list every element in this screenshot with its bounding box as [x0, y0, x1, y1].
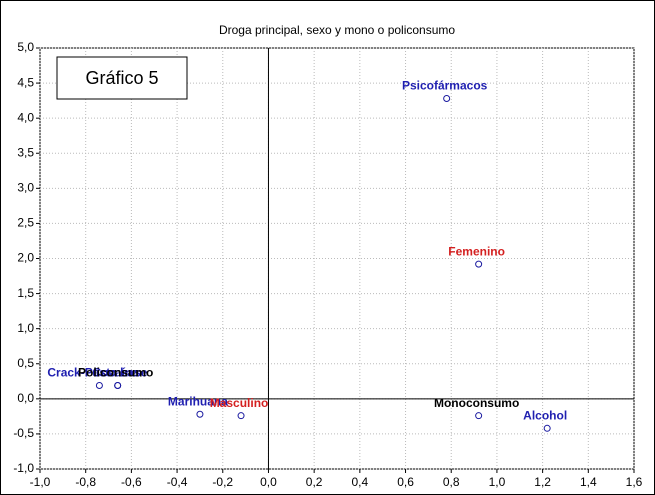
- point-label: Marihuana: [168, 394, 228, 408]
- x-tick-label: -0,8: [75, 475, 96, 489]
- point: [475, 260, 483, 268]
- point-label: Masculino: [210, 396, 269, 410]
- y-tick-label: -1,0: [13, 461, 34, 475]
- point-label: Policonsumo: [78, 366, 153, 380]
- point-label: Crack-Pasta base: [47, 366, 147, 380]
- x-tick-label: 1,0: [489, 475, 506, 489]
- y-tick-label: 1,5: [17, 286, 34, 300]
- point: [443, 95, 451, 103]
- point: [237, 412, 245, 420]
- y-tick-label: 4,5: [17, 75, 34, 89]
- x-tick-label: -0,4: [167, 475, 188, 489]
- x-tick-label: 0,6: [397, 475, 414, 489]
- y-tick-label: 1,0: [17, 321, 34, 335]
- point-label: Alcohol: [523, 408, 567, 422]
- y-tick-label: 4,0: [17, 110, 34, 124]
- x-tick-label: 0,8: [443, 475, 460, 489]
- point: [95, 382, 103, 390]
- y-tick-label: 5,0: [17, 40, 34, 54]
- x-tick-label: -1,0: [30, 475, 51, 489]
- x-tick-label: 1,4: [580, 475, 597, 489]
- x-tick-label: 1,6: [626, 475, 643, 489]
- point-label: Psicofármacos: [402, 79, 488, 93]
- point: [543, 424, 551, 432]
- x-tick-label: -0,6: [121, 475, 142, 489]
- x-tick-label: -0,2: [212, 475, 233, 489]
- chart-title: Droga principal, sexo y mono o policonsu…: [219, 23, 455, 37]
- y-tick-label: -0,5: [13, 426, 34, 440]
- point-label: Femenino: [448, 244, 505, 258]
- point: [475, 412, 483, 420]
- y-tick-label: 2,0: [17, 251, 34, 265]
- y-tick-label: 0,5: [17, 356, 34, 370]
- x-tick-label: 0,2: [306, 475, 323, 489]
- x-tick-label: 0,4: [352, 475, 369, 489]
- x-tick-label: 1,2: [534, 475, 551, 489]
- annotation-box: [56, 56, 188, 100]
- annotation: Gráfico 5: [85, 68, 158, 88]
- point-label: Cocaína: [92, 366, 139, 380]
- y-tick-label: 3,0: [17, 181, 34, 195]
- x-tick-label: 0,0: [260, 475, 277, 489]
- point-label: Monoconsumo: [434, 396, 519, 410]
- y-tick-label: 0,0: [17, 391, 34, 405]
- point: [196, 410, 204, 418]
- point: [114, 382, 122, 390]
- y-tick-label: 3,5: [17, 145, 34, 159]
- y-tick-label: 2,5: [17, 216, 34, 230]
